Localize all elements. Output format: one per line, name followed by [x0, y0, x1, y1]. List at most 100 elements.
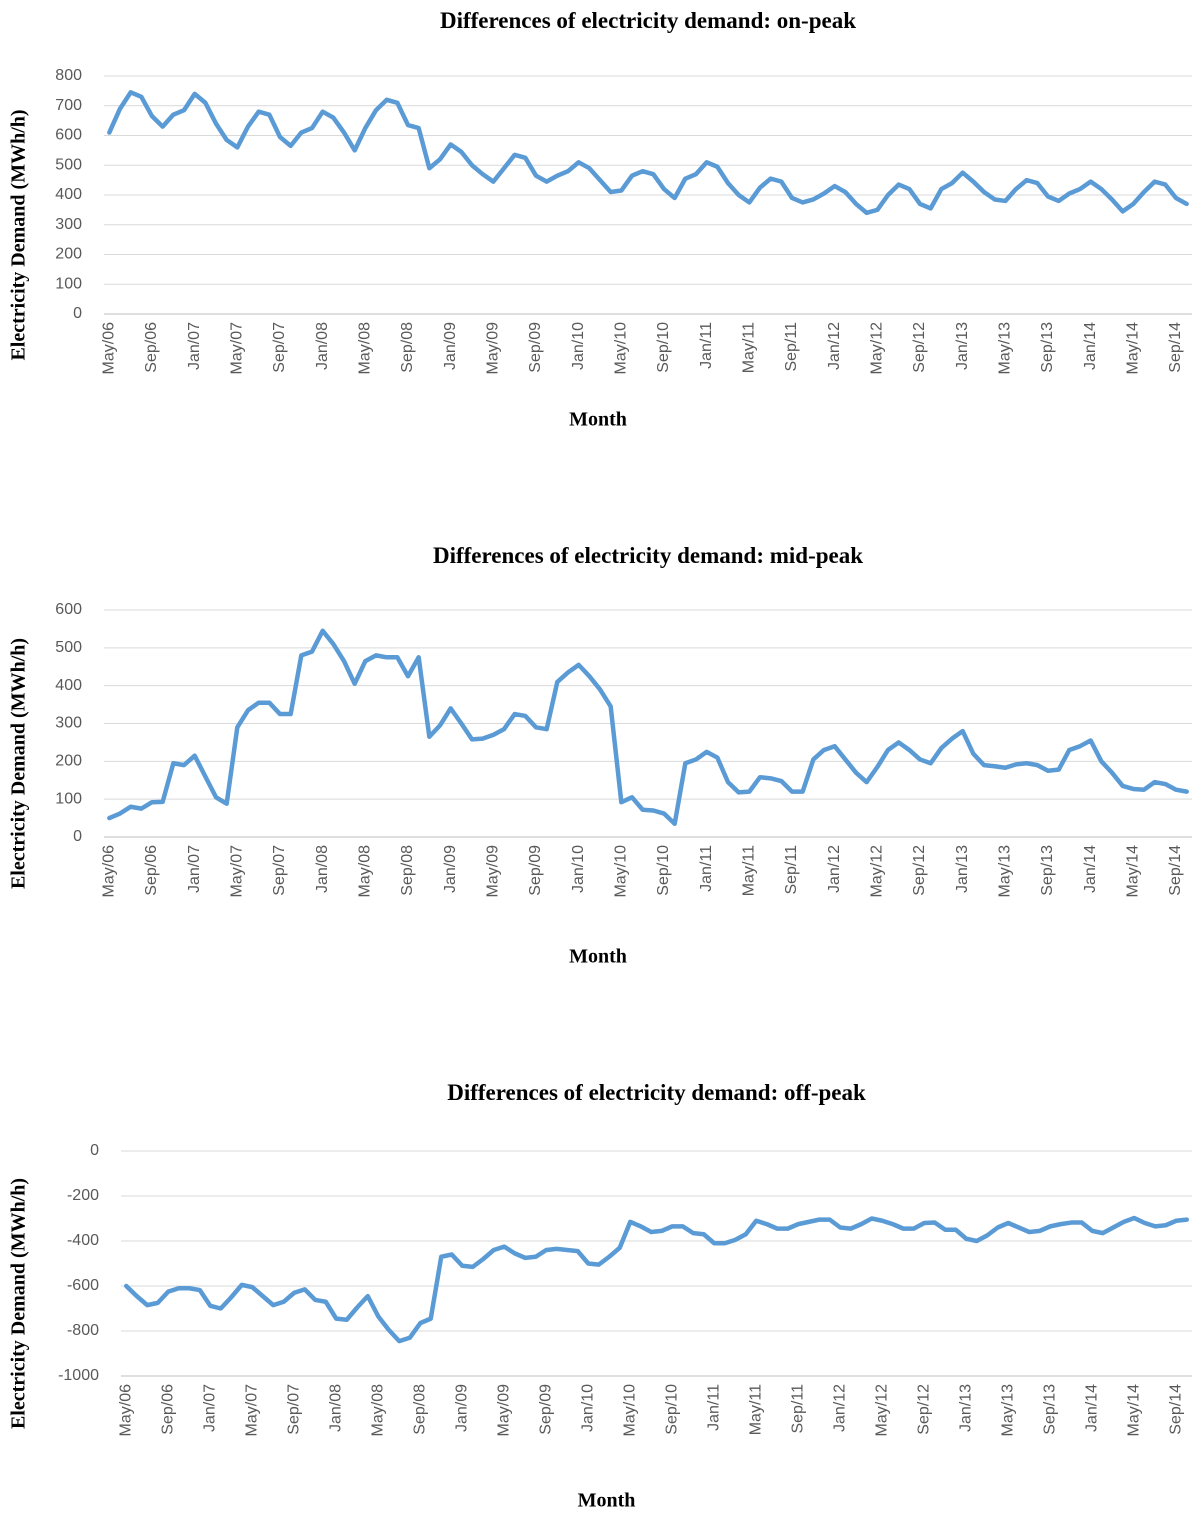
x-tick-label: May/12 [869, 322, 886, 375]
x-axis-title: Month [569, 409, 627, 431]
y-tick-label: -200 [67, 1187, 99, 1204]
x-tick-label: May/07 [229, 845, 246, 898]
y-tick-label: 600 [55, 127, 82, 144]
x-tick-label: May/08 [369, 1384, 386, 1437]
x-tick-label: Sep/08 [399, 845, 416, 896]
x-tick-label: May/06 [101, 845, 118, 898]
x-tick-label: Jan/11 [698, 845, 715, 892]
x-axis-title: Month [569, 946, 627, 968]
x-tick-label: Jan/07 [186, 845, 203, 893]
y-tick-label: 500 [55, 156, 82, 173]
x-tick-label: Jan/13 [954, 845, 971, 893]
y-axis-title: Electricity Demand (MWh/h) [8, 638, 30, 889]
y-tick-label: -600 [67, 1277, 99, 1294]
x-tick-label: Jan/09 [453, 1384, 470, 1432]
x-tick-label: May/08 [357, 845, 374, 898]
x-tick-label: May/09 [485, 845, 502, 898]
y-tick-label: 600 [55, 601, 82, 618]
x-tick-label: May/07 [243, 1384, 260, 1437]
x-tick-label: Sep/13 [1041, 1384, 1058, 1435]
chart-panel: Differences of electricity demand: off-p… [8, 1080, 1192, 1512]
y-tick-label: 200 [55, 246, 82, 263]
y-tick-label: 100 [55, 275, 82, 292]
x-tick-label: Sep/10 [663, 1384, 680, 1435]
chart-title: Differences of electricity demand: off-p… [447, 1080, 866, 1105]
y-tick-label: 800 [55, 67, 82, 84]
x-tick-label: Jan/12 [826, 845, 843, 893]
x-tick-label: Sep/13 [1039, 322, 1056, 373]
x-tick-label: May/10 [613, 322, 630, 375]
x-tick-label: May/07 [229, 322, 246, 375]
x-tick-label: Sep/09 [527, 322, 544, 373]
x-tick-label: Sep/10 [655, 322, 672, 373]
x-tick-label: Jan/10 [579, 1384, 596, 1432]
y-tick-label: 0 [90, 1142, 99, 1159]
x-tick-label: Sep/12 [911, 322, 928, 373]
x-tick-label: Sep/06 [159, 1384, 176, 1435]
x-tick-label: May/10 [621, 1384, 638, 1437]
x-tick-label: Sep/13 [1039, 845, 1056, 896]
x-tick-label: Sep/14 [1167, 845, 1184, 896]
x-tick-label: Jan/11 [698, 322, 715, 369]
x-tick-label: Jan/08 [314, 322, 331, 370]
x-tick-label: Sep/06 [143, 322, 160, 373]
x-tick-label: May/14 [1125, 322, 1142, 375]
x-tick-label: Jan/14 [1082, 322, 1099, 370]
x-tick-label: Sep/12 [911, 845, 928, 896]
x-tick-label: May/14 [1125, 1384, 1142, 1437]
y-tick-label: 200 [55, 753, 82, 770]
data-line [107, 628, 1189, 827]
x-tick-label: Jan/08 [327, 1384, 344, 1432]
x-tick-label: Jan/08 [314, 845, 331, 893]
x-tick-label: Jan/09 [442, 845, 459, 893]
x-tick-label: May/06 [101, 322, 118, 375]
x-axis-title: Month [578, 1490, 636, 1512]
chart-panel: Differences of electricity demand: mid-p… [8, 543, 1192, 968]
x-tick-label: May/06 [117, 1384, 134, 1437]
x-tick-label: Sep/06 [143, 845, 160, 896]
chart-panel: Differences of electricity demand: on-pe… [8, 8, 1192, 431]
x-tick-label: Sep/11 [783, 845, 800, 895]
y-tick-label: 300 [55, 715, 82, 732]
x-tick-label: May/13 [999, 1384, 1016, 1437]
y-tick-label: -800 [67, 1322, 99, 1339]
x-tick-label: Jan/14 [1083, 1384, 1100, 1432]
y-tick-label: -400 [67, 1232, 99, 1249]
x-tick-label: May/12 [869, 845, 886, 898]
x-tick-label: May/09 [485, 322, 502, 375]
x-tick-label: May/13 [997, 322, 1014, 375]
x-tick-label: Sep/09 [537, 1384, 554, 1435]
x-tick-label: Jan/13 [954, 322, 971, 370]
x-tick-label: Sep/14 [1167, 322, 1184, 373]
x-tick-label: Jan/12 [831, 1384, 848, 1432]
x-tick-label: Sep/14 [1167, 1384, 1184, 1435]
x-tick-label: Jan/12 [826, 322, 843, 370]
y-axis-title: Electricity Demand (MWh/h) [8, 109, 30, 360]
x-tick-label: Jan/07 [186, 322, 203, 370]
data-line [107, 90, 1189, 216]
x-tick-label: Sep/10 [655, 845, 672, 896]
x-tick-label: Sep/07 [285, 1384, 302, 1435]
x-tick-label: May/08 [357, 322, 374, 375]
x-tick-label: May/10 [613, 845, 630, 898]
y-tick-label: -1000 [58, 1367, 99, 1384]
x-tick-label: Jan/13 [957, 1384, 974, 1432]
x-tick-label: May/09 [495, 1384, 512, 1437]
x-tick-label: Sep/07 [271, 322, 288, 373]
x-tick-label: Jan/10 [570, 845, 587, 893]
x-tick-label: May/11 [741, 845, 758, 896]
y-tick-label: 700 [55, 97, 82, 114]
x-tick-label: Jan/11 [705, 1384, 722, 1431]
x-tick-label: Sep/08 [411, 1384, 428, 1435]
y-tick-label: 500 [55, 639, 82, 656]
y-tick-label: 100 [55, 790, 82, 807]
x-tick-label: Sep/09 [527, 845, 544, 896]
y-tick-label: 0 [73, 305, 82, 322]
x-tick-label: May/11 [741, 322, 758, 373]
chart-title: Differences of electricity demand: mid-p… [433, 543, 863, 568]
x-tick-label: Sep/08 [399, 322, 416, 373]
x-tick-label: Jan/09 [442, 322, 459, 370]
y-tick-label: 0 [73, 828, 82, 845]
x-tick-label: Sep/12 [915, 1384, 932, 1435]
